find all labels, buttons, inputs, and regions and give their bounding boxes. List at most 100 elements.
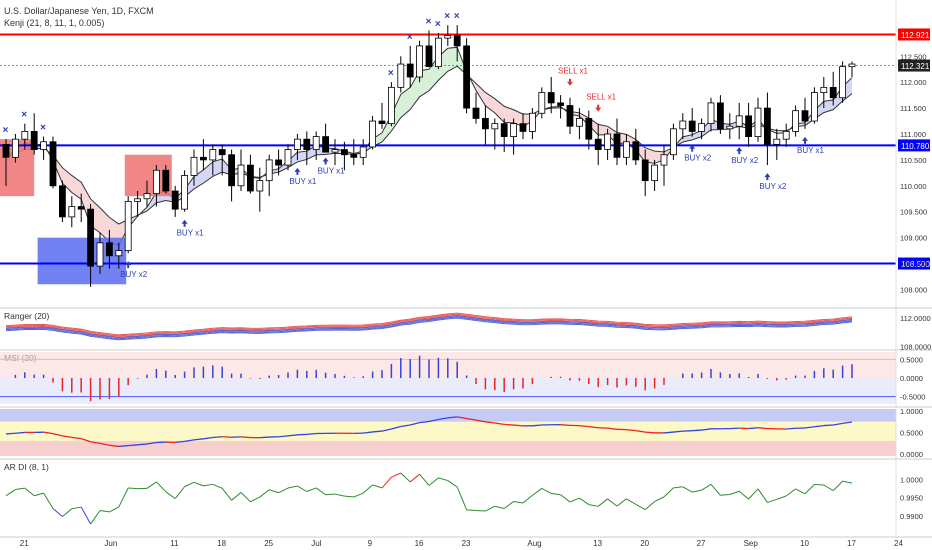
candle-body — [707, 102, 715, 125]
sell-label: SELL x1 — [586, 93, 616, 102]
ardi-line — [109, 506, 120, 513]
ardi-line — [297, 485, 308, 492]
ardi-line — [551, 492, 561, 496]
tdi-line — [757, 427, 768, 430]
price-tick: 112.000 — [900, 78, 927, 87]
level-tag — [898, 28, 930, 41]
ardi-line — [757, 488, 768, 503]
tdi-line — [391, 425, 401, 430]
candle-body — [764, 107, 771, 145]
candle-body — [49, 141, 57, 187]
tdi-line — [579, 424, 589, 428]
ranger-line — [5, 317, 853, 341]
msi-zone — [0, 378, 896, 404]
time-tick: 20 — [640, 539, 649, 548]
main-panel[interactable]: U.S. Dollar/Japanese Yen, 1D, FXCM Kenji… — [0, 6, 930, 294]
tdi-line — [701, 428, 712, 431]
ardi-line — [682, 486, 693, 493]
buy-arrow — [125, 261, 132, 269]
price-tick: 110.000 — [900, 182, 927, 191]
tdi-line — [175, 440, 185, 444]
tdi-line — [372, 430, 383, 433]
tdi-line — [62, 435, 72, 439]
ardi-line — [767, 498, 777, 503]
panel-tick: 0.5000 — [900, 355, 923, 364]
ardi-line — [212, 483, 223, 489]
tdi-line — [137, 443, 148, 446]
candle-body — [397, 63, 405, 88]
ardi-line — [447, 480, 458, 488]
ardi-line — [306, 487, 317, 492]
time-tick: 23 — [462, 539, 471, 548]
tdi-line — [588, 425, 599, 429]
candle-body — [726, 125, 734, 130]
ardi-line — [400, 472, 411, 483]
time-tick: 17 — [847, 539, 856, 548]
tdi-line — [71, 436, 82, 440]
candle-body — [792, 110, 799, 132]
time-tick: 21 — [20, 539, 29, 548]
level-tag — [898, 257, 930, 270]
candle-body — [801, 110, 809, 122]
candle-body — [425, 45, 433, 68]
candle-body — [2, 143, 10, 158]
ardi-line — [832, 480, 843, 491]
ardi-line — [90, 510, 101, 525]
buy-label: BUY x1 — [797, 146, 825, 155]
buy-arrow — [736, 147, 743, 155]
candle-body — [152, 169, 160, 194]
ardi-line — [654, 496, 665, 502]
candle-body — [782, 131, 790, 140]
band-segment — [71, 175, 82, 200]
ardi-line — [52, 508, 63, 517]
ranger-line — [5, 315, 853, 339]
candle-body — [40, 141, 47, 150]
tdi-line — [15, 431, 25, 434]
buy-arrow — [689, 144, 696, 152]
candle-body — [378, 120, 386, 125]
ardi-line — [15, 487, 25, 491]
ardi-line — [626, 498, 637, 505]
x-marker: × — [388, 68, 394, 79]
x-marker: × — [426, 16, 432, 27]
tdi-line — [504, 423, 514, 426]
ardi-line — [184, 481, 195, 488]
tdi-line — [663, 431, 674, 434]
ardi-line — [344, 495, 354, 498]
ardi-line — [644, 501, 655, 510]
tdi-line — [804, 426, 815, 429]
ardi-line — [381, 476, 392, 489]
candle-body — [350, 154, 358, 158]
time-tick: 13 — [593, 539, 602, 548]
ardi-line — [466, 509, 477, 512]
ardi-line — [456, 486, 468, 511]
ardi-line — [43, 492, 54, 509]
ardi-line — [616, 498, 627, 507]
ardi-line — [569, 497, 580, 503]
band-segment — [100, 207, 110, 242]
ardi-line — [156, 481, 167, 493]
candle-body — [735, 115, 743, 127]
ardi-line — [560, 494, 571, 503]
candle-body — [369, 120, 377, 148]
candle-body — [387, 86, 395, 125]
ardi-line — [174, 486, 185, 499]
candle-body — [331, 149, 339, 153]
ardi-line — [259, 489, 270, 498]
tdi-line — [513, 424, 524, 427]
panel-tick: 0.0000 — [900, 450, 923, 459]
ardi-line — [597, 498, 608, 507]
candle-body — [594, 138, 602, 150]
candle-body — [124, 200, 132, 251]
tdi-line — [184, 439, 195, 443]
buy-arrow — [294, 167, 301, 175]
buy-label: BUY x1 — [289, 177, 317, 186]
ranger-line — [5, 314, 853, 338]
x-marker: × — [454, 11, 460, 22]
ardi-line — [128, 487, 138, 490]
candle-body — [491, 123, 499, 130]
ranger-line — [5, 313, 853, 337]
